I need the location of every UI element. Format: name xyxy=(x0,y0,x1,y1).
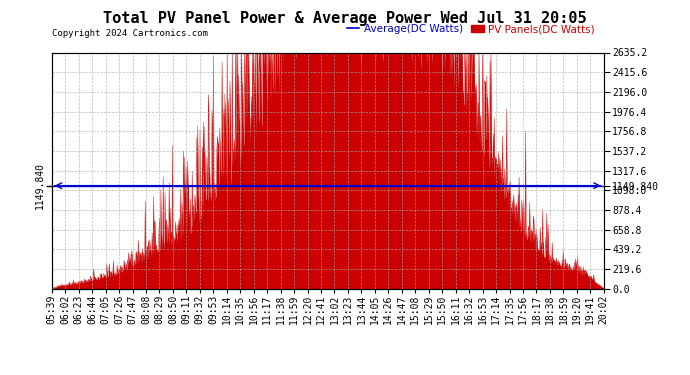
Text: Copyright 2024 Cartronics.com: Copyright 2024 Cartronics.com xyxy=(52,29,208,38)
Legend: Average(DC Watts), PV Panels(DC Watts): Average(DC Watts), PV Panels(DC Watts) xyxy=(343,20,598,38)
Text: Total PV Panel Power & Average Power Wed Jul 31 20:05: Total PV Panel Power & Average Power Wed… xyxy=(104,11,586,26)
